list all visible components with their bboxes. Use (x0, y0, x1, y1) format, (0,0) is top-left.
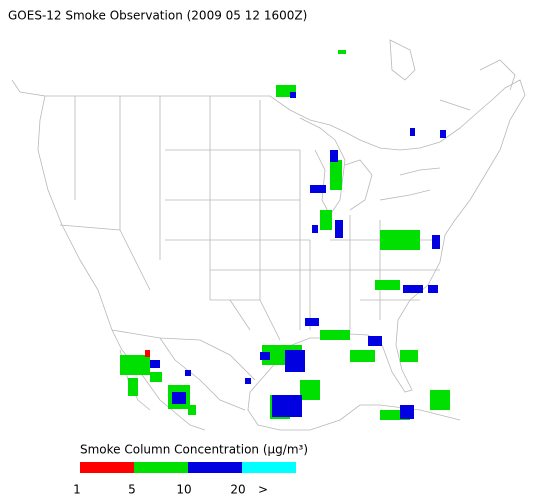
canada-coast (389, 39, 516, 111)
great-lakes (299, 117, 441, 216)
smoke-pixels (120, 50, 450, 420)
legend-swatch (242, 462, 296, 473)
smoke-1-5 (145, 350, 150, 357)
legend-label: 10 (176, 483, 191, 497)
legend-label: 20 (230, 483, 245, 497)
legend-label: 5 (128, 483, 136, 497)
smoke-10-20 (150, 92, 446, 419)
legend-title: Smoke Column Concentration (μg/m³) (80, 443, 308, 457)
legend-label: > (258, 483, 268, 497)
legend: 1 5 10 20 > (73, 462, 296, 497)
mexico-border (111, 329, 256, 411)
legend-swatch (188, 462, 242, 473)
legend-swatch (80, 462, 134, 473)
legend-label: 1 (73, 483, 81, 497)
map-title: GOES-12 Smoke Observation (2009 05 12 16… (8, 9, 307, 23)
legend-swatch (134, 462, 188, 473)
